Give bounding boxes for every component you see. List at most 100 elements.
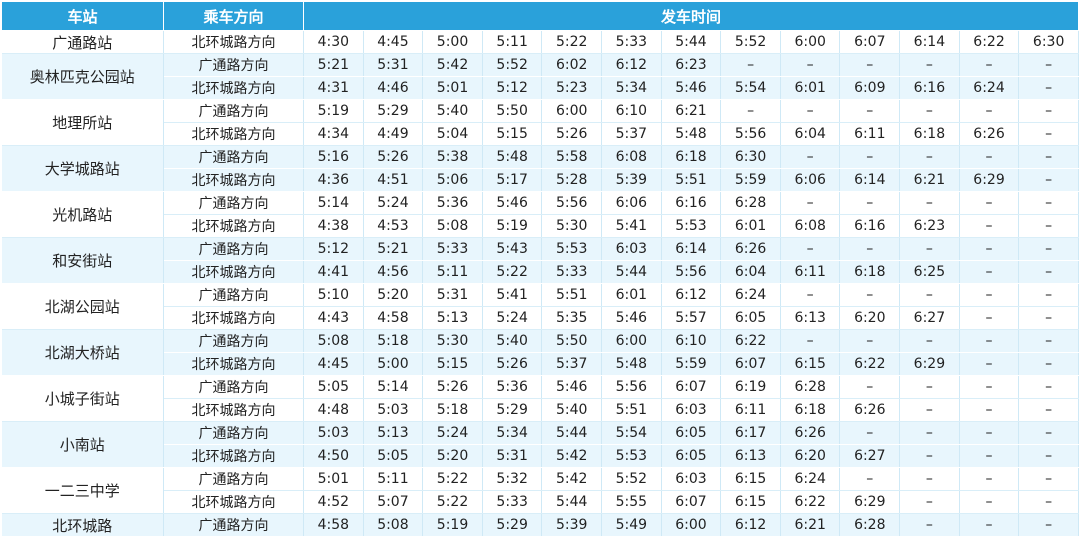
table-row: 北湖公园站 广通路方向 5:10 5:20 5:31 5:41 5:51 6:01 6:12 6:… [1, 283, 1079, 330]
table-row: 光机路站 广通路方向 5:14 5:24 5:36 5:46 5:56 6:06 6:16 6:2… [1, 191, 1079, 238]
time-cell: 4:53 [363, 214, 424, 238]
direction-cell: 广通路方向 [163, 145, 304, 169]
table-row: 北环城路方向 4:43 4:58 5:13 5:24 5:35 5:46 5:57 6:05 6:… [2, 306, 1079, 330]
time-cell: 6:18 [780, 398, 841, 422]
direction-cell: 北环城路方向 [163, 168, 304, 192]
time-cell: 5:24 [482, 306, 543, 330]
time-cell: 5:31 [482, 444, 543, 468]
time-cell: 6:16 [661, 191, 722, 215]
time-cell: 6:06 [780, 168, 841, 192]
time-cell: – [959, 352, 1020, 376]
time-cell: – [959, 467, 1020, 491]
station-cell: 广通路站 [1, 30, 164, 54]
time-cell: 4:30 [303, 30, 364, 54]
time-cell: 6:24 [720, 283, 781, 307]
time-cell: 4:45 [363, 30, 424, 54]
time-cell: 5:53 [661, 214, 722, 238]
time-cell: – [1018, 145, 1079, 169]
direction-cell: 广通路方向 [163, 283, 304, 307]
time-cell: 6:12 [720, 513, 781, 537]
time-cell: 4:56 [363, 260, 424, 284]
header-cell: 乘车方向 [163, 1, 304, 31]
time-cell: 6:08 [780, 214, 841, 238]
time-cell: – [1018, 260, 1079, 284]
time-cell: – [780, 237, 841, 261]
time-cell: 6:21 [899, 168, 960, 192]
time-cell: – [1018, 99, 1079, 123]
time-cell: 5:08 [363, 513, 424, 537]
direction-cell: 广通路方向 [163, 421, 304, 445]
time-cell: – [1018, 329, 1079, 353]
time-cell: 6:01 [720, 214, 781, 238]
time-cell: 5:26 [363, 145, 424, 169]
time-cell: 5:38 [422, 145, 483, 169]
time-cell: – [959, 260, 1020, 284]
time-cell: – [780, 99, 841, 123]
time-cell: 6:16 [839, 214, 901, 238]
time-cell: – [780, 329, 841, 353]
time-cell: 5:43 [482, 237, 543, 261]
time-cell: 4:50 [303, 444, 364, 468]
time-cell: 6:26 [839, 398, 901, 422]
time-cell: – [1018, 306, 1079, 330]
time-cell: 5:51 [661, 168, 722, 192]
time-cell: – [1018, 490, 1079, 514]
time-cell: 5:42 [541, 467, 603, 491]
time-cell: – [899, 191, 960, 215]
time-cell: 6:27 [839, 444, 901, 468]
header-cell: 发车时间 [303, 1, 1079, 31]
time-cell: 5:48 [661, 122, 722, 146]
time-cell: – [1018, 421, 1079, 445]
time-cell: 5:14 [303, 191, 364, 215]
time-cell: 6:22 [720, 329, 781, 353]
time-cell: 6:08 [601, 145, 662, 169]
time-cell: – [959, 214, 1020, 238]
time-cell: 6:20 [780, 444, 841, 468]
time-cell: 6:00 [541, 99, 603, 123]
time-cell: 6:19 [720, 375, 781, 399]
time-cell: 5:18 [363, 329, 424, 353]
time-cell: 4:49 [363, 122, 424, 146]
time-cell: 5:14 [363, 375, 424, 399]
time-cell: 5:28 [541, 168, 603, 192]
time-cell: 6:20 [839, 306, 901, 330]
time-cell: 5:37 [541, 352, 603, 376]
time-cell: 5:42 [422, 53, 483, 77]
time-cell: 6:07 [720, 352, 781, 376]
time-cell: 5:16 [303, 145, 364, 169]
time-cell: – [1018, 168, 1079, 192]
time-cell: – [1018, 352, 1079, 376]
time-cell: 5:34 [482, 421, 543, 445]
time-cell: 6:28 [720, 191, 781, 215]
time-cell: 5:18 [422, 398, 483, 422]
time-cell: 6:26 [780, 421, 841, 445]
table-row: 小南站 广通路方向 5:03 5:13 5:24 5:34 5:44 5:54 6:05 6:17… [1, 421, 1079, 468]
time-cell: 4:45 [303, 352, 364, 376]
time-cell: – [1018, 283, 1079, 307]
time-cell: – [959, 99, 1020, 123]
table-row: 北环城路方向 4:48 5:03 5:18 5:29 5:40 5:51 6:03 6:11 6:… [2, 398, 1079, 422]
time-cell: 5:40 [482, 329, 543, 353]
table-row: 北环城路方向 4:38 4:53 5:08 5:19 5:30 5:41 5:53 6:01 6:… [2, 214, 1079, 238]
time-cell: – [959, 145, 1020, 169]
time-cell: 4:58 [303, 513, 364, 537]
time-cell: – [1018, 513, 1079, 537]
station-cell: 小城子街站 [1, 375, 164, 422]
time-cell: 6:22 [959, 30, 1020, 54]
time-cell: – [839, 467, 901, 491]
table-row: 广通路站 北环城路方向 4:30 4:45 5:00 5:11 5:22 5:33 5:44 5:… [1, 30, 1079, 54]
time-cell: 6:13 [720, 444, 781, 468]
time-cell: 6:18 [661, 145, 722, 169]
direction-cell: 广通路方向 [163, 467, 304, 491]
direction-cell: 广通路方向 [163, 99, 304, 123]
time-cell: 6:03 [601, 237, 662, 261]
time-cell: – [839, 191, 901, 215]
time-cell: 5:56 [720, 122, 781, 146]
time-cell: 5:15 [482, 122, 543, 146]
time-cell: – [720, 99, 781, 123]
time-cell: 6:23 [661, 53, 722, 77]
time-cell: 4:34 [303, 122, 364, 146]
time-cell: 5:03 [363, 398, 424, 422]
direction-cell: 广通路方向 [163, 375, 304, 399]
